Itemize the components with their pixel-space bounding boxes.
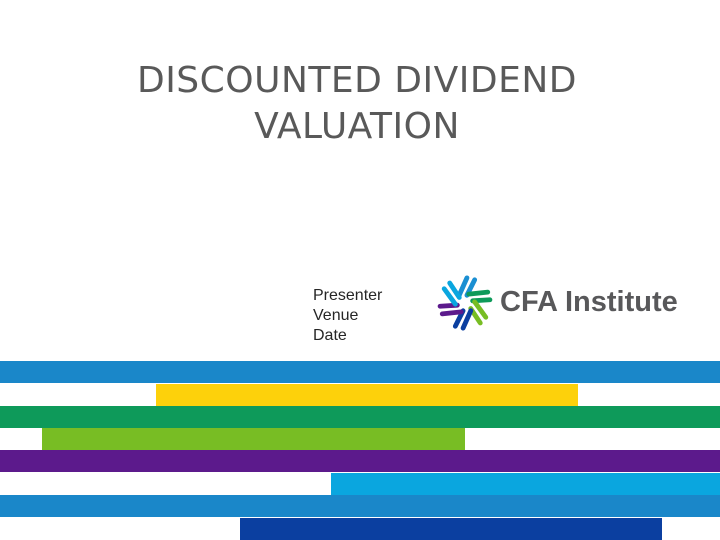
logo-text: CFA Institute xyxy=(500,286,678,318)
stripe-yellow xyxy=(156,384,578,406)
stripe-green xyxy=(0,406,720,428)
cfa-logo: CFA Institute xyxy=(436,272,686,332)
venue-label: Venue xyxy=(313,307,359,324)
stripe-navy xyxy=(240,518,662,540)
slide-title: DISCOUNTED DIVIDEND VALUATION xyxy=(60,58,654,150)
stripe-blue xyxy=(0,361,720,383)
presenter-label: Presenter xyxy=(313,287,383,304)
title-line-1: DISCOUNTED DIVIDEND xyxy=(136,60,578,101)
title-line-2: VALUATION xyxy=(254,106,460,147)
cfa-pinwheel-icon xyxy=(437,275,493,331)
stripe-lime xyxy=(42,428,465,450)
stripe-blue-2 xyxy=(0,495,720,517)
date-label: Date xyxy=(313,327,347,344)
stripe-purple xyxy=(0,450,720,472)
presenter-info: Presenter Venue Date xyxy=(313,286,382,346)
stripe-cyan xyxy=(331,473,720,495)
